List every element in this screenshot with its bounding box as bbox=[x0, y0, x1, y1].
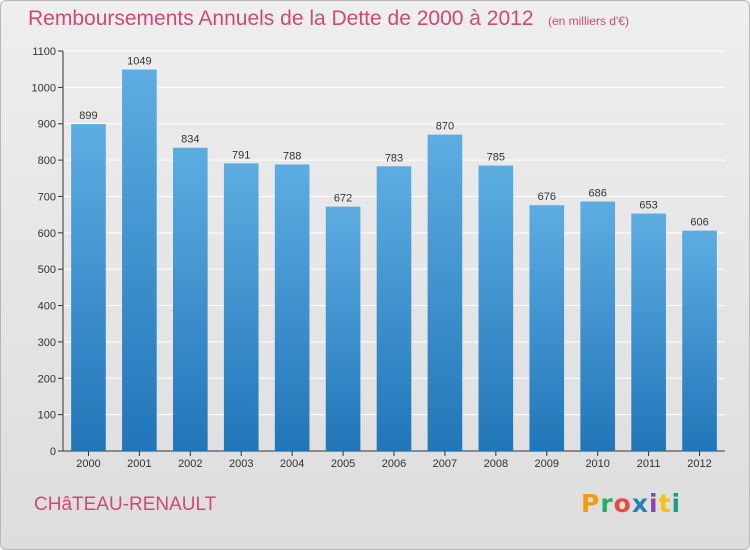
chart-title: Remboursements Annuels de la Dette de 20… bbox=[28, 7, 534, 30]
data-label-2003: 791 bbox=[232, 149, 250, 161]
x-tick-label-2002: 2002 bbox=[178, 458, 202, 470]
y-tick-label: 400 bbox=[38, 301, 56, 313]
bar-2002 bbox=[172, 147, 208, 451]
bar-2005 bbox=[325, 206, 361, 451]
bar-2012 bbox=[682, 230, 717, 451]
data-label-2006: 783 bbox=[385, 152, 403, 164]
data-label-2009: 676 bbox=[538, 191, 556, 203]
bar-2003 bbox=[223, 163, 259, 451]
y-tick-label: 500 bbox=[38, 264, 56, 276]
y-tick-label: 300 bbox=[38, 337, 56, 349]
bar-2008 bbox=[478, 165, 514, 451]
bar-2001 bbox=[122, 69, 157, 451]
x-tick-label-2008: 2008 bbox=[484, 458, 508, 470]
bar-2006 bbox=[376, 166, 412, 452]
data-label-2004: 788 bbox=[283, 150, 301, 162]
logo-letter: r bbox=[600, 489, 614, 518]
data-label-2001: 1049 bbox=[127, 56, 151, 68]
y-tick-label: 800 bbox=[38, 155, 56, 167]
x-tick-label-2011: 2011 bbox=[637, 458, 661, 470]
data-label-2002: 834 bbox=[181, 134, 199, 146]
logo-letter: x bbox=[631, 489, 649, 518]
data-label-2008: 785 bbox=[487, 152, 505, 164]
x-tick-label-2010: 2010 bbox=[585, 458, 609, 470]
x-tick-label-2009: 2009 bbox=[535, 458, 559, 470]
x-tick-label-2006: 2006 bbox=[382, 458, 406, 470]
x-tick-label-2012: 2012 bbox=[687, 458, 711, 470]
bar-2009 bbox=[529, 205, 565, 451]
bar-2007 bbox=[427, 134, 463, 452]
logo-letter: i bbox=[671, 489, 682, 518]
logo-letter: t bbox=[658, 489, 672, 518]
logo-letter: o bbox=[613, 489, 632, 518]
bar-2011 bbox=[631, 213, 666, 451]
y-tick-label: 900 bbox=[38, 119, 56, 131]
bar-2010 bbox=[580, 201, 616, 451]
y-tick-label: 700 bbox=[38, 191, 56, 203]
y-tick-label: 1000 bbox=[32, 82, 56, 94]
logo-letter: i bbox=[649, 489, 659, 518]
y-tick-label: 0 bbox=[50, 446, 56, 458]
x-tick-label-2000: 2000 bbox=[76, 458, 100, 470]
proxiti-logo: Proxiti bbox=[581, 489, 681, 518]
data-label-2011: 653 bbox=[639, 200, 657, 212]
data-label-2000: 899 bbox=[79, 110, 97, 122]
x-tick-label-2004: 2004 bbox=[280, 458, 304, 470]
y-tick-label: 200 bbox=[38, 373, 56, 385]
logo-letter: P bbox=[581, 489, 601, 518]
commune-name: CHâTEAU-RENAULT bbox=[34, 494, 217, 515]
chart-subtitle: (en milliers d'€) bbox=[547, 14, 629, 28]
bar-2000 bbox=[71, 124, 106, 451]
data-label-2012: 606 bbox=[690, 217, 708, 229]
bar-2004 bbox=[274, 164, 310, 452]
data-label-2007: 870 bbox=[436, 121, 454, 133]
y-tick-label: 600 bbox=[38, 228, 56, 240]
title-row: Remboursements Annuels de la Dette de 20… bbox=[28, 7, 629, 31]
data-label-2010: 686 bbox=[589, 188, 607, 200]
y-tick-label: 100 bbox=[38, 410, 56, 422]
x-tick-label-2003: 2003 bbox=[229, 458, 253, 470]
x-tick-label-2005: 2005 bbox=[331, 458, 355, 470]
data-label-2005: 672 bbox=[334, 193, 352, 205]
x-tick-label-2007: 2007 bbox=[433, 458, 457, 470]
y-tick-label: 1100 bbox=[32, 46, 56, 58]
x-tick-label-2001: 2001 bbox=[127, 458, 151, 470]
